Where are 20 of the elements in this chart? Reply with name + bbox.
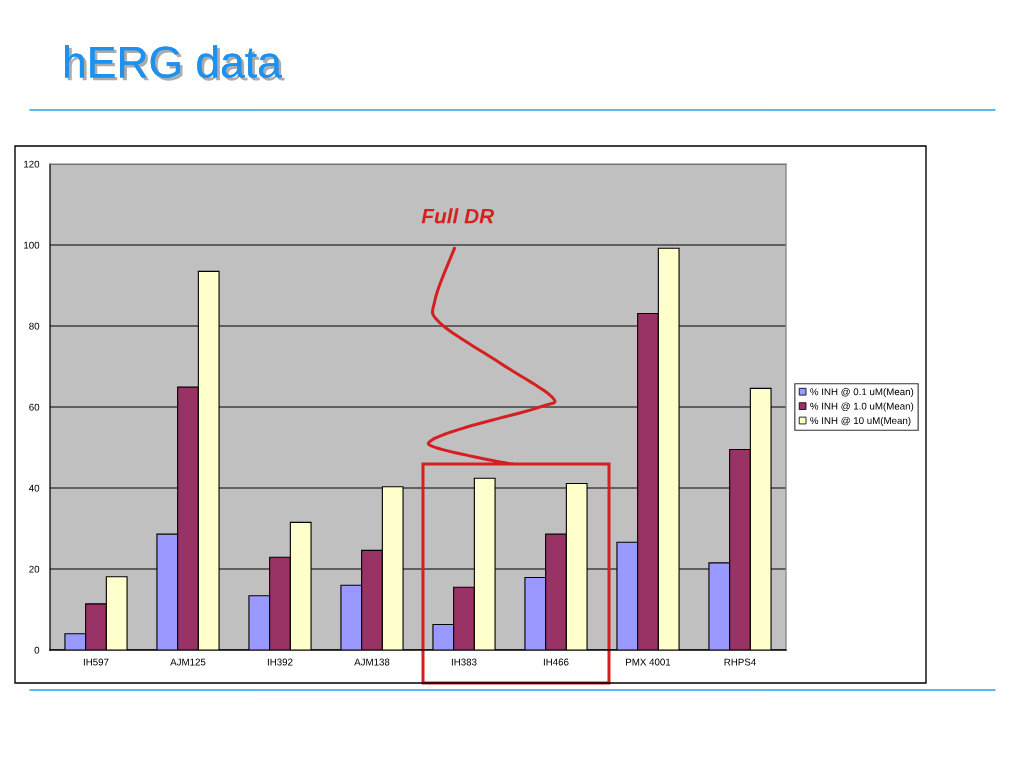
y-tick-label: 20 bbox=[29, 565, 40, 573]
x-tick-label: IH383 bbox=[451, 658, 477, 666]
x-tick-label: IH392 bbox=[267, 658, 293, 666]
x-tick-label: AJM138 bbox=[354, 658, 390, 666]
x-tick-label: AJM125 bbox=[170, 658, 206, 666]
x-tick-label: PMX 4001 bbox=[626, 658, 671, 666]
legend-label: % INH @ 0.1 uM(Mean) bbox=[810, 388, 914, 398]
y-tick-label: 100 bbox=[24, 241, 40, 249]
x-tick-label: IH466 bbox=[543, 658, 569, 666]
y-tick-label: 40 bbox=[28, 484, 40, 492]
x-tick-label: RHPS4 bbox=[724, 658, 756, 666]
y-tick-label: 80 bbox=[29, 322, 40, 330]
x-tick-label: IH597 bbox=[83, 658, 109, 666]
y-tick-label: 0 bbox=[34, 646, 40, 654]
chart-title: hERG data bbox=[65, 45, 285, 81]
annotation: Full DR bbox=[421, 208, 495, 224]
legend-label: % INH @ 10 uM(Mean) bbox=[810, 416, 911, 426]
legend-label: % INH @ 1.0 uM(Mean) bbox=[810, 402, 914, 412]
y-tick-label: 60 bbox=[29, 403, 40, 411]
y-tick-label: 120 bbox=[24, 160, 40, 168]
